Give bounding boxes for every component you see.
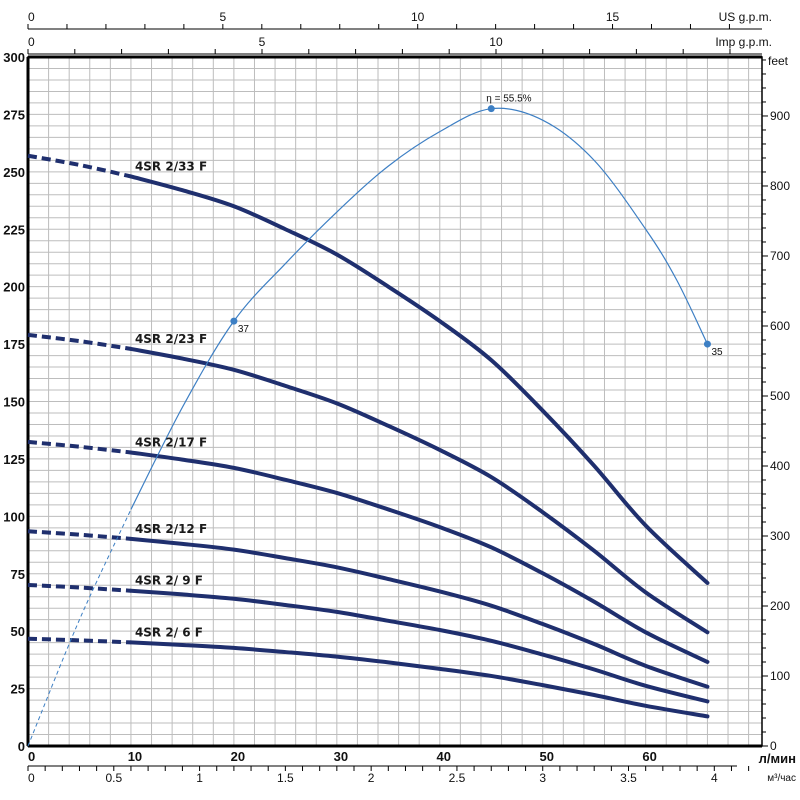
y-right-tick-label: 600 xyxy=(770,319,790,333)
y-right-tick-label: 700 xyxy=(770,249,790,263)
efficiency-curve-dashed xyxy=(27,509,132,747)
bottom-axis-2-unit: м³/час xyxy=(767,773,796,784)
y-right-tick-label: 0 xyxy=(770,739,777,753)
curve-label: 4SR 2/17 F xyxy=(135,435,207,449)
x-tick-label: 20 xyxy=(231,749,245,764)
bottom-axis-2-tick-label: 2.5 xyxy=(449,771,466,785)
top-tick-label: 15 xyxy=(606,10,620,24)
top-tick-label: 10 xyxy=(489,35,503,49)
x-tick-label: 0 xyxy=(28,749,35,764)
y-right-tick-label: 900 xyxy=(770,109,790,123)
y-right-tick-label: 500 xyxy=(770,389,790,403)
y-right-unit: feet xyxy=(768,54,789,68)
top-tick-label: 10 xyxy=(411,10,425,24)
y-tick-label: 250 xyxy=(3,165,25,180)
y-right-tick-label: 400 xyxy=(770,459,790,473)
labels: 4SR 2/33 F 4SR 2/23 F 4SR 2/17 F 4SR 2/12 F… xyxy=(135,94,723,640)
x-tick-label: 40 xyxy=(437,749,451,764)
efficiency-curve xyxy=(130,107,708,510)
y-right-tick-label: 300 xyxy=(770,529,790,543)
x-tick-label: 50 xyxy=(539,749,553,764)
bottom-axis-2-tick-label: 4 xyxy=(711,771,718,785)
pump-curve-dashed xyxy=(27,636,132,645)
pump-curve xyxy=(128,536,710,689)
curve-label: 4SR 2/23 F xyxy=(135,332,207,346)
x-tick-label: 60 xyxy=(642,749,656,764)
top-tick-label: 5 xyxy=(259,35,266,49)
efficiency-point-label: η = 55.5% xyxy=(486,94,531,105)
efficiency-point-label: 37 xyxy=(238,324,250,335)
y-tick-label: 25 xyxy=(11,682,25,697)
efficiency-curve-group xyxy=(27,105,711,747)
y-tick-label: 300 xyxy=(3,50,25,65)
y-tick-label: 100 xyxy=(3,509,25,524)
curve-label: 4SR 2/12 F xyxy=(135,522,207,536)
y-right-tick-label: 800 xyxy=(770,179,790,193)
pump-curve xyxy=(128,346,710,635)
pump-curves xyxy=(27,153,710,719)
top-tick-label: 5 xyxy=(220,10,227,24)
top-tick-label: 0 xyxy=(28,35,35,49)
y-right-tick-label: 200 xyxy=(770,599,790,613)
y-tick-label: 225 xyxy=(3,222,25,237)
y-tick-label: 125 xyxy=(3,452,25,467)
top-axis-unit: Imp g.p.m. xyxy=(715,35,772,49)
y-tick-label: 0 xyxy=(18,739,25,754)
efficiency-point xyxy=(230,317,238,325)
y-tick-label: 75 xyxy=(11,567,25,582)
pump-curve-dashed xyxy=(27,439,132,455)
bottom-axis-2-tick-label: 2 xyxy=(368,771,375,785)
efficiency-point-label: 35 xyxy=(711,347,723,358)
pump-curve-dashed xyxy=(27,583,132,593)
pump-curve-dashed xyxy=(27,529,132,541)
pump-curve xyxy=(128,588,710,704)
y-tick-label: 150 xyxy=(3,395,25,410)
efficiency-point xyxy=(487,105,495,113)
y-tick-label: 50 xyxy=(11,624,25,639)
bottom-axis-2-tick-label: 0.5 xyxy=(105,771,122,785)
top-tick-label: 0 xyxy=(28,10,35,24)
bottom-axis-2-tick-label: 1.5 xyxy=(277,771,294,785)
curve-label: 4SR 2/33 F xyxy=(135,159,207,173)
efficiency-point xyxy=(703,340,711,348)
pump-curve xyxy=(128,450,710,664)
curve-label: 4SR 2/ 6 F xyxy=(135,625,203,639)
x-tick-label: 30 xyxy=(334,749,348,764)
x-tick-label: 10 xyxy=(128,749,142,764)
y-tick-label: 275 xyxy=(3,107,25,122)
bottom-axis-2-tick-label: 3 xyxy=(539,771,546,785)
y-tick-label: 200 xyxy=(3,280,25,295)
bottom-axis-2-tick-label: 3.5 xyxy=(620,771,637,785)
y-tick-label: 175 xyxy=(3,337,25,352)
curve-label: 4SR 2/ 9 F xyxy=(135,574,203,588)
bottom-axis-2-tick-label: 1 xyxy=(196,771,203,785)
pump-curve-dashed xyxy=(27,332,132,351)
x-axis-unit: л/мин xyxy=(759,751,796,766)
pump-curve xyxy=(128,174,710,585)
pump-curve-dashed xyxy=(27,153,132,179)
pump-curve xyxy=(128,640,710,719)
y-right-tick-label: 100 xyxy=(770,669,790,683)
bottom-axis-2-tick-label: 0 xyxy=(28,771,35,785)
top-axis-unit: US g.p.m. xyxy=(719,10,772,24)
